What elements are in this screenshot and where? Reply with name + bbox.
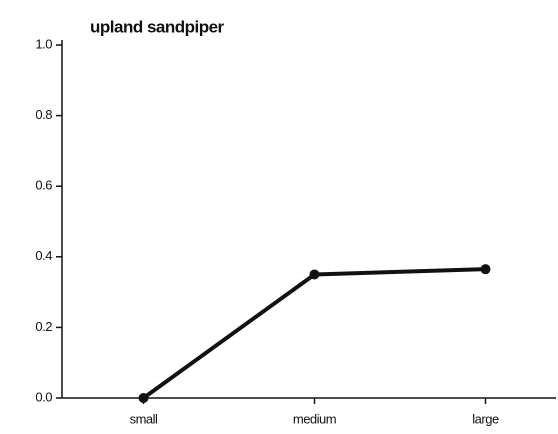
y-tick-label: 0.6 <box>35 178 52 193</box>
y-tick-label: 1.0 <box>35 36 52 51</box>
y-tick-label: 0.2 <box>35 319 52 334</box>
line <box>142 267 486 400</box>
point <box>480 264 491 275</box>
x-tick-label: large <box>472 411 499 426</box>
y-tick-label: 0.4 <box>35 248 52 263</box>
x-tick-label: medium <box>293 411 336 426</box>
point <box>138 393 149 403</box>
point <box>309 269 320 280</box>
y-tick-label: 0.0 <box>35 389 52 404</box>
chart-title: upland sandpiper <box>90 17 225 36</box>
x-tick-label: small <box>130 411 158 426</box>
y-tick-label: 0.8 <box>35 107 52 122</box>
